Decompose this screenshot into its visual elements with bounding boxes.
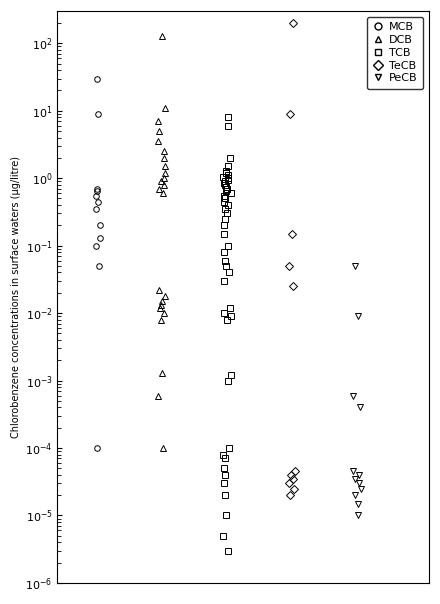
Legend: MCB, DCB, TCB, TeCB, PeCB: MCB, DCB, TCB, TeCB, PeCB [367,17,423,89]
Y-axis label: Chlorobenzene concentrations in surface waters (µg/litre): Chlorobenzene concentrations in surface … [11,156,21,438]
